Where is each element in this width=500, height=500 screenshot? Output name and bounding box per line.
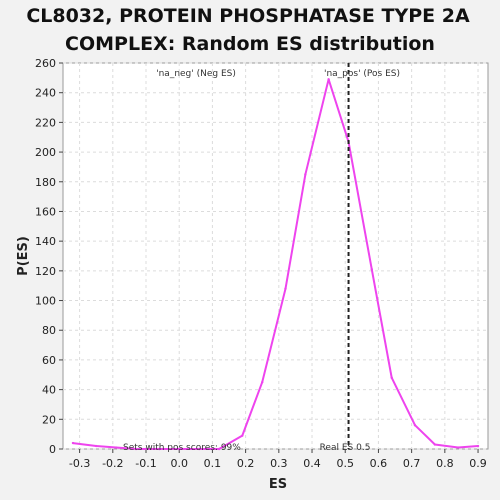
x-tick-label: 0.6 <box>370 457 388 470</box>
y-tick-label: 140 <box>35 235 56 248</box>
plot-area <box>62 62 489 450</box>
x-tick-label: 0.0 <box>170 457 188 470</box>
y-tick-label: 40 <box>42 384 56 397</box>
es-distribution-line <box>72 78 479 450</box>
y-tick-label: 200 <box>35 146 56 159</box>
data-point <box>95 444 98 448</box>
data-point <box>433 443 437 446</box>
y-tick-label: 100 <box>35 295 56 308</box>
y-tick-label: 80 <box>42 324 56 337</box>
y-tick-label: 260 <box>35 57 56 70</box>
grid <box>63 62 488 450</box>
x-tick-label: 0.3 <box>270 457 288 470</box>
y-tick-label: 220 <box>35 116 56 129</box>
x-tick-label: -0.3 <box>69 457 90 470</box>
x-tick-label: -0.2 <box>102 457 123 470</box>
x-tick-label: -0.1 <box>135 457 156 470</box>
chart-title-line-2: COMPLEX: Random ES distribution <box>65 33 435 55</box>
x-tick-label: 0.7 <box>403 457 421 470</box>
data-point <box>178 447 181 451</box>
data-point <box>390 376 393 379</box>
data-point <box>413 424 417 427</box>
data-point <box>327 78 330 81</box>
data-point <box>284 287 287 290</box>
data-point <box>456 446 460 449</box>
data-point <box>241 434 244 437</box>
data-point <box>476 444 480 448</box>
y-tick-label: 160 <box>35 205 56 218</box>
real-es-label: Real ES 0.5 <box>320 443 371 453</box>
x-tick-label: 0.2 <box>237 457 255 470</box>
x-tick-label: 0.4 <box>303 457 321 470</box>
data-point <box>197 447 201 451</box>
data-point <box>114 446 118 449</box>
sets-pos-scores-note: Sets with pos scores: 99% <box>123 443 241 453</box>
chart-title-line-1: CL8032, PROTEIN PHOSPHATASE TYPE 2A <box>26 5 470 27</box>
x-tick-label: 0.9 <box>469 457 487 470</box>
y-tick-label: 240 <box>35 87 56 100</box>
x-axis-title: ES <box>269 477 287 492</box>
y-tick-label: 120 <box>35 265 56 278</box>
data-point <box>304 173 307 176</box>
data-point <box>134 447 138 451</box>
y-axis-title: P(ES) <box>16 236 31 276</box>
series-lines <box>71 78 480 451</box>
data-point <box>370 268 373 271</box>
axis-ticks: 0 20 40 60 80 100 120 140 160 180 200 220 240 260 -0.3… <box>35 57 487 470</box>
pos-es-label: 'na_pos' (Pos ES) <box>324 69 400 79</box>
y-tick-label: 0 <box>49 443 56 456</box>
y-tick-label: 20 <box>42 413 56 426</box>
data-point <box>158 447 161 451</box>
data-point <box>217 447 221 451</box>
y-tick-label: 180 <box>35 176 56 189</box>
x-tick-label: 0.8 <box>436 457 454 470</box>
x-tick-label: 0.5 <box>336 457 354 470</box>
data-point <box>71 441 75 445</box>
neg-es-label: 'na_neg' (Neg ES) <box>156 69 236 79</box>
x-tick-label: 0.1 <box>204 457 222 470</box>
data-point <box>261 380 264 384</box>
y-tick-label: 60 <box>42 354 56 367</box>
